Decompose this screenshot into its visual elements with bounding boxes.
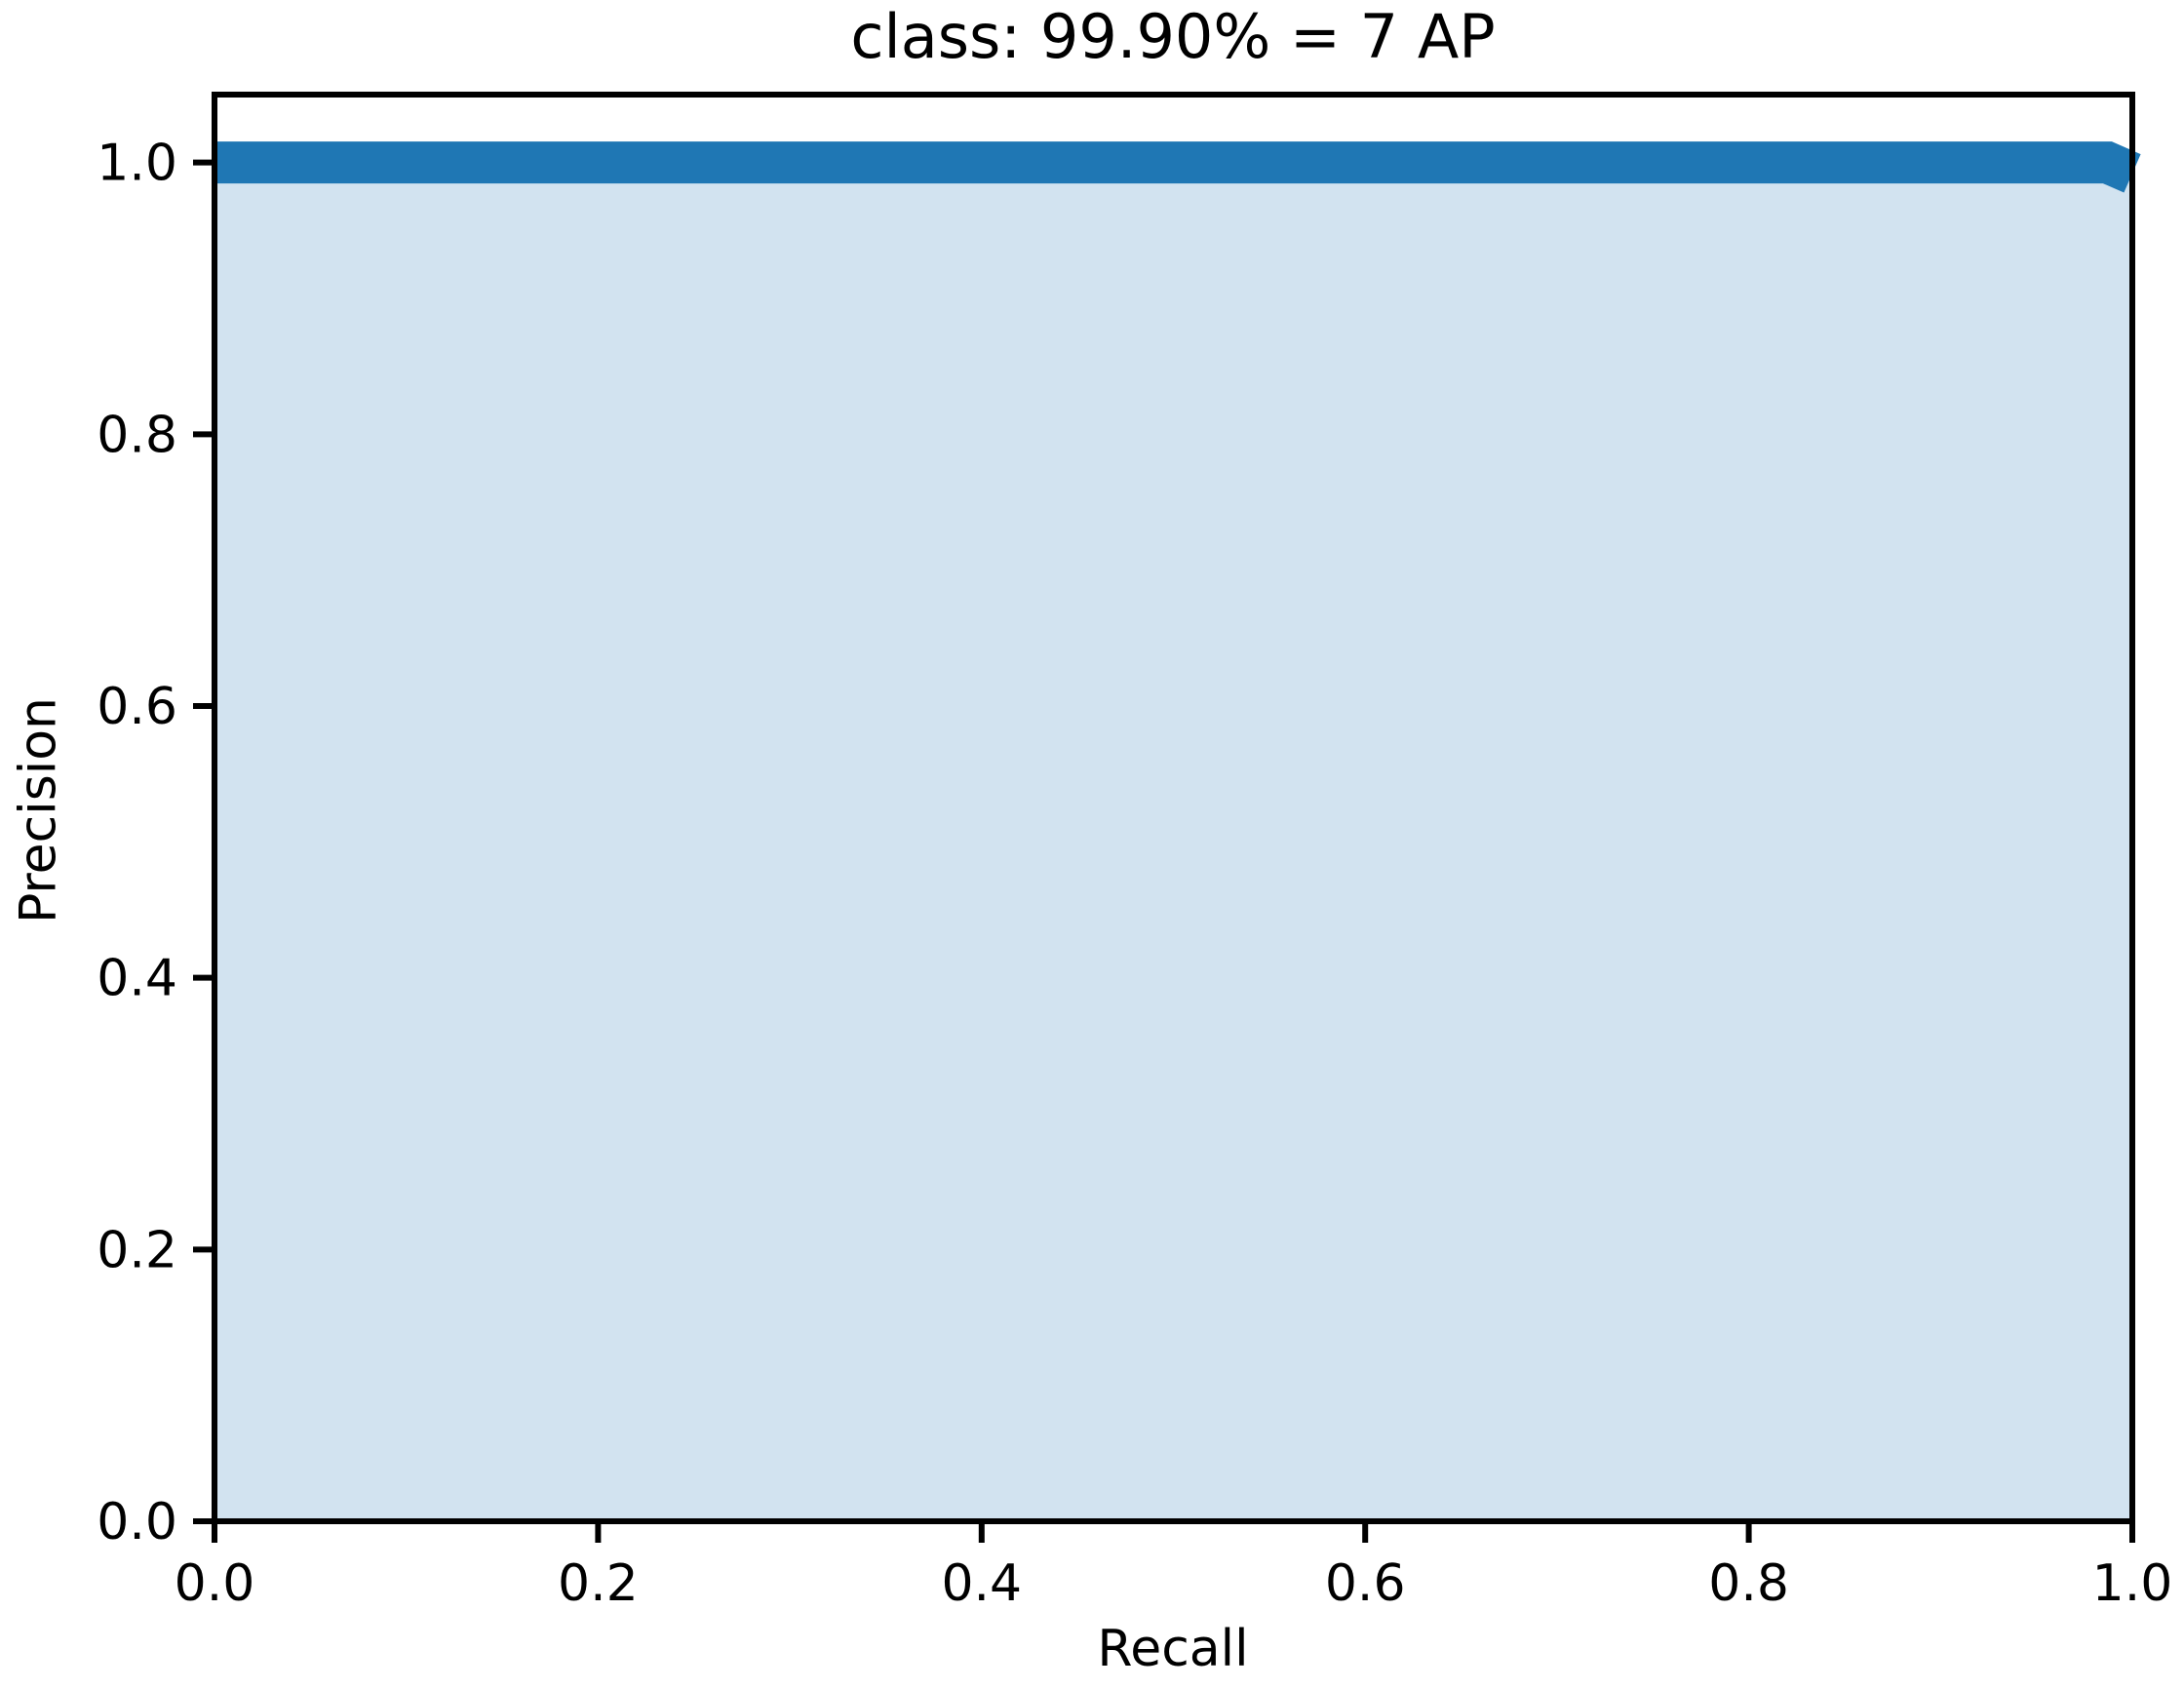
x-tick-label: 0.0	[175, 1554, 255, 1613]
x-tick-label: 0.8	[1708, 1554, 1789, 1613]
y-axis-label: Precision	[9, 696, 68, 924]
y-tick-label: 0.4	[97, 950, 177, 1008]
x-tick-label: 0.6	[1325, 1554, 1406, 1613]
x-tick-label: 1.0	[2092, 1554, 2173, 1613]
y-tick-label: 0.2	[97, 1221, 177, 1279]
x-axis-label: Recall	[1097, 1620, 1249, 1678]
pr-fill-area	[214, 162, 2132, 1522]
y-tick-label: 0.6	[97, 678, 177, 736]
chart-title: class: 99.90% = 7 AP	[850, 1, 1496, 72]
axes-frame	[212, 92, 2135, 1524]
y-tick-label: 1.0	[97, 135, 177, 193]
x-tick-label: 0.4	[941, 1554, 1022, 1613]
pr-curve-line	[214, 141, 2141, 193]
x-tick-label: 0.2	[558, 1554, 639, 1613]
y-tick-label: 0.0	[97, 1493, 177, 1552]
y-tick-label: 0.8	[97, 406, 177, 464]
